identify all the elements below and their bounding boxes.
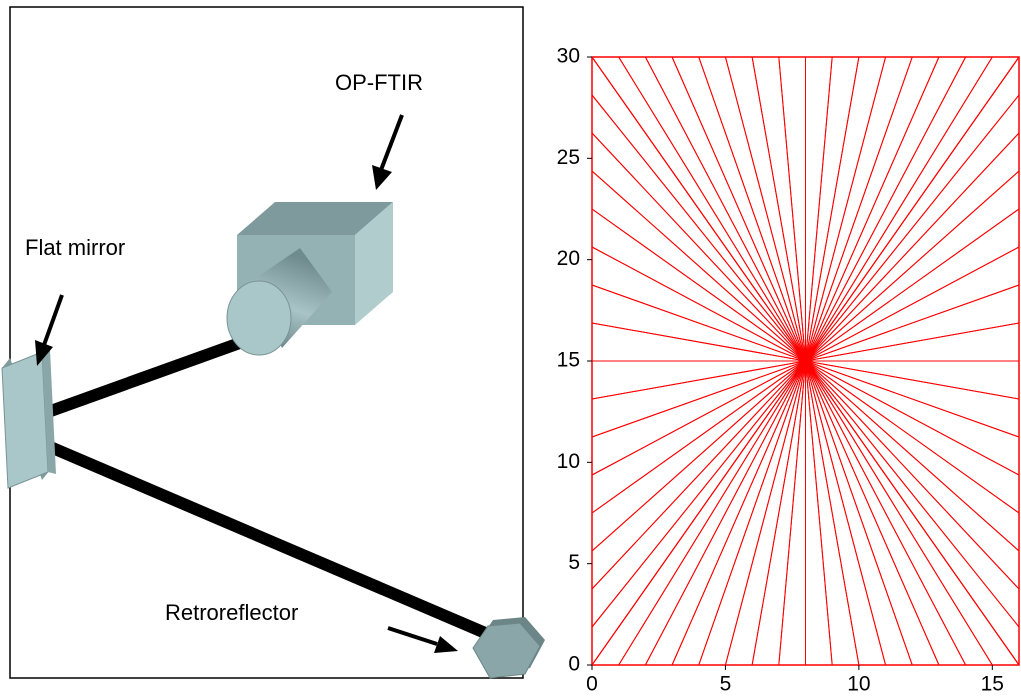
x-tick-label: 0	[586, 673, 598, 693]
retroreflector-label: Retroreflector	[165, 600, 298, 625]
op-ftir-label: OP-FTIR	[335, 70, 423, 95]
beam-chart: 0 5 10 15 20 25 30 0 5 10 15	[557, 45, 1019, 693]
x-tick-label: 10	[847, 673, 870, 693]
x-tick-label: 15	[981, 673, 1004, 693]
y-tick-label: 20	[557, 247, 580, 270]
beam-rays	[592, 57, 1019, 665]
y-tick-label: 5	[568, 551, 580, 574]
page: OP-FTIR Flat mirror Retroreflector 0 5 10 1…	[0, 0, 1021, 693]
y-tick-label: 30	[557, 45, 580, 68]
x-tick-label: 5	[720, 673, 732, 693]
y-tick-label: 15	[557, 349, 580, 372]
flat-mirror	[2, 350, 56, 488]
y-tick-label: 0	[568, 653, 580, 676]
setup-diagram: OP-FTIR Flat mirror Retroreflector	[2, 7, 545, 678]
y-tick-label: 25	[557, 146, 580, 169]
flat-mirror-label: Flat mirror	[25, 235, 125, 260]
y-tick-label: 10	[557, 450, 580, 473]
